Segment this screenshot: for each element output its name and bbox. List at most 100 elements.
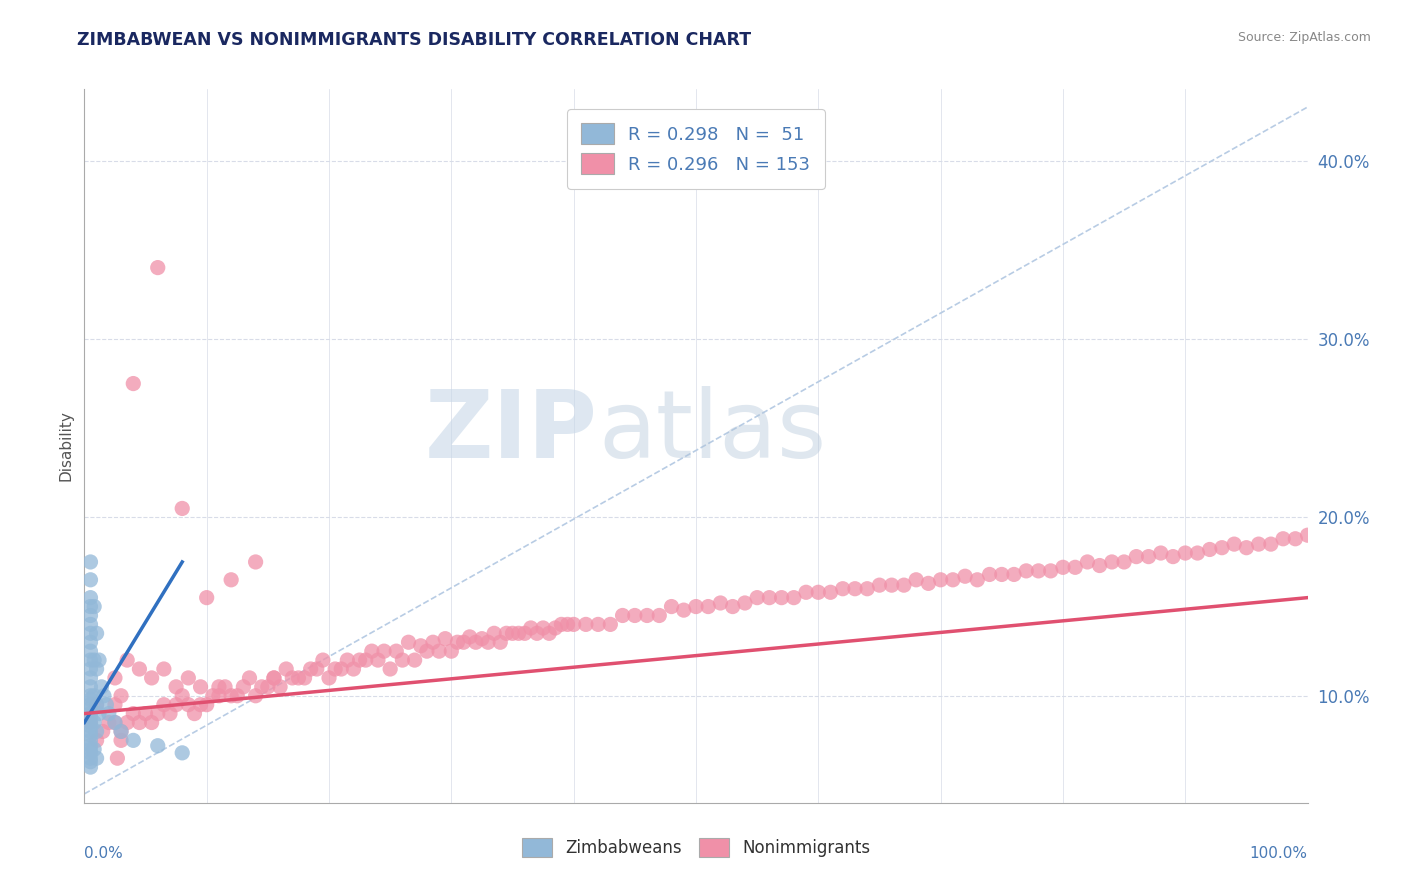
Point — [172, 501, 194, 516]
Point — [1198, 542, 1220, 557]
Point — [91, 724, 114, 739]
Point — [83, 599, 105, 614]
Point — [79, 680, 101, 694]
Point — [141, 671, 163, 685]
Point — [110, 724, 132, 739]
Point — [86, 724, 108, 739]
Point — [367, 653, 389, 667]
Point — [434, 632, 457, 646]
Point — [287, 671, 309, 685]
Point — [758, 591, 780, 605]
Point — [1211, 541, 1233, 555]
Point — [312, 653, 335, 667]
Point — [636, 608, 658, 623]
Point — [97, 706, 120, 721]
Point — [79, 728, 101, 742]
Point — [79, 653, 101, 667]
Point — [1114, 555, 1136, 569]
Point — [79, 706, 101, 721]
Point — [214, 680, 236, 694]
Point — [79, 742, 101, 756]
Point — [165, 698, 187, 712]
Point — [404, 653, 426, 667]
Point — [104, 715, 127, 730]
Point — [1039, 564, 1062, 578]
Point — [79, 573, 101, 587]
Point — [1125, 549, 1147, 564]
Point — [330, 662, 353, 676]
Point — [1028, 564, 1050, 578]
Point — [508, 626, 530, 640]
Point — [79, 591, 101, 605]
Point — [1174, 546, 1197, 560]
Point — [79, 644, 101, 658]
Point — [250, 680, 273, 694]
Point — [79, 724, 101, 739]
Point — [373, 644, 395, 658]
Point — [318, 671, 340, 685]
Point — [172, 689, 194, 703]
Point — [721, 599, 744, 614]
Point — [90, 680, 112, 694]
Point — [513, 626, 536, 640]
Point — [489, 635, 512, 649]
Point — [427, 644, 450, 658]
Point — [747, 591, 769, 605]
Point — [238, 671, 260, 685]
Point — [380, 662, 402, 676]
Point — [83, 653, 105, 667]
Text: 0.0%: 0.0% — [84, 846, 124, 861]
Point — [79, 617, 101, 632]
Point — [1296, 528, 1319, 542]
Point — [128, 715, 150, 730]
Point — [83, 715, 105, 730]
Point — [1052, 560, 1074, 574]
Point — [502, 626, 524, 640]
Point — [86, 698, 108, 712]
Point — [391, 653, 413, 667]
Point — [354, 653, 377, 667]
Text: atlas: atlas — [598, 385, 827, 478]
Point — [104, 715, 127, 730]
Point — [86, 751, 108, 765]
Point — [942, 573, 965, 587]
Point — [79, 599, 101, 614]
Text: Source: ZipAtlas.com: Source: ZipAtlas.com — [1237, 31, 1371, 45]
Point — [482, 626, 505, 640]
Point — [226, 689, 249, 703]
Point — [79, 733, 101, 747]
Point — [709, 596, 731, 610]
Point — [281, 671, 304, 685]
Point — [880, 578, 903, 592]
Point — [1272, 532, 1295, 546]
Point — [1150, 546, 1173, 560]
Point — [869, 578, 891, 592]
Point — [128, 662, 150, 676]
Point — [550, 617, 572, 632]
Point — [783, 591, 806, 605]
Point — [531, 621, 554, 635]
Point — [495, 626, 517, 640]
Point — [159, 706, 181, 721]
Point — [122, 733, 145, 747]
Point — [458, 630, 481, 644]
Point — [208, 680, 231, 694]
Point — [1236, 541, 1258, 555]
Point — [79, 719, 101, 733]
Point — [299, 662, 322, 676]
Point — [263, 671, 285, 685]
Point — [398, 635, 420, 649]
Point — [110, 733, 132, 747]
Point — [86, 733, 108, 747]
Point — [86, 698, 108, 712]
Point — [195, 591, 218, 605]
Point — [409, 639, 432, 653]
Point — [1223, 537, 1246, 551]
Point — [844, 582, 866, 596]
Point — [526, 626, 548, 640]
Point — [115, 715, 138, 730]
Point — [929, 573, 952, 587]
Point — [648, 608, 671, 623]
Point — [661, 599, 683, 614]
Point — [422, 635, 444, 649]
